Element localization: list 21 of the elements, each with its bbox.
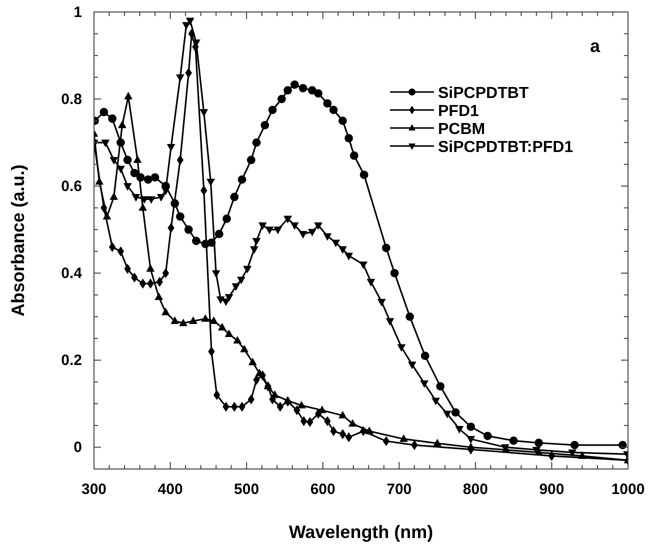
x-tick-label: 300: [81, 481, 107, 498]
y-axis-title: Absorbance (a.u.): [8, 164, 28, 317]
annotation: a: [590, 36, 601, 56]
x-tick-label: 700: [386, 481, 412, 498]
y-tick-label: 1: [74, 4, 82, 21]
y-tick-label: 0.4: [61, 265, 83, 282]
legend-label: PCBM: [438, 121, 486, 138]
y-tick-label: 0.2: [61, 352, 82, 370]
x-tick-label: 500: [234, 481, 260, 498]
legend-label: SiPCPDTBT: [438, 85, 529, 102]
y-tick-label: 0.8: [61, 91, 82, 108]
legend-label: SiPCPDTBT:PFD1: [438, 139, 574, 156]
y-tick-label: 0.6: [61, 178, 82, 196]
legend-label: PFD1: [438, 103, 479, 120]
x-tick-label: 800: [462, 481, 488, 498]
x-axis-title: Wavelength (nm): [288, 522, 434, 542]
x-tick-label: 600: [310, 481, 336, 498]
x-tick-label: 1000: [611, 481, 645, 498]
y-tick-label: 0: [74, 439, 82, 456]
x-tick-label: 400: [158, 481, 183, 498]
x-tick-label: 900: [539, 481, 564, 498]
